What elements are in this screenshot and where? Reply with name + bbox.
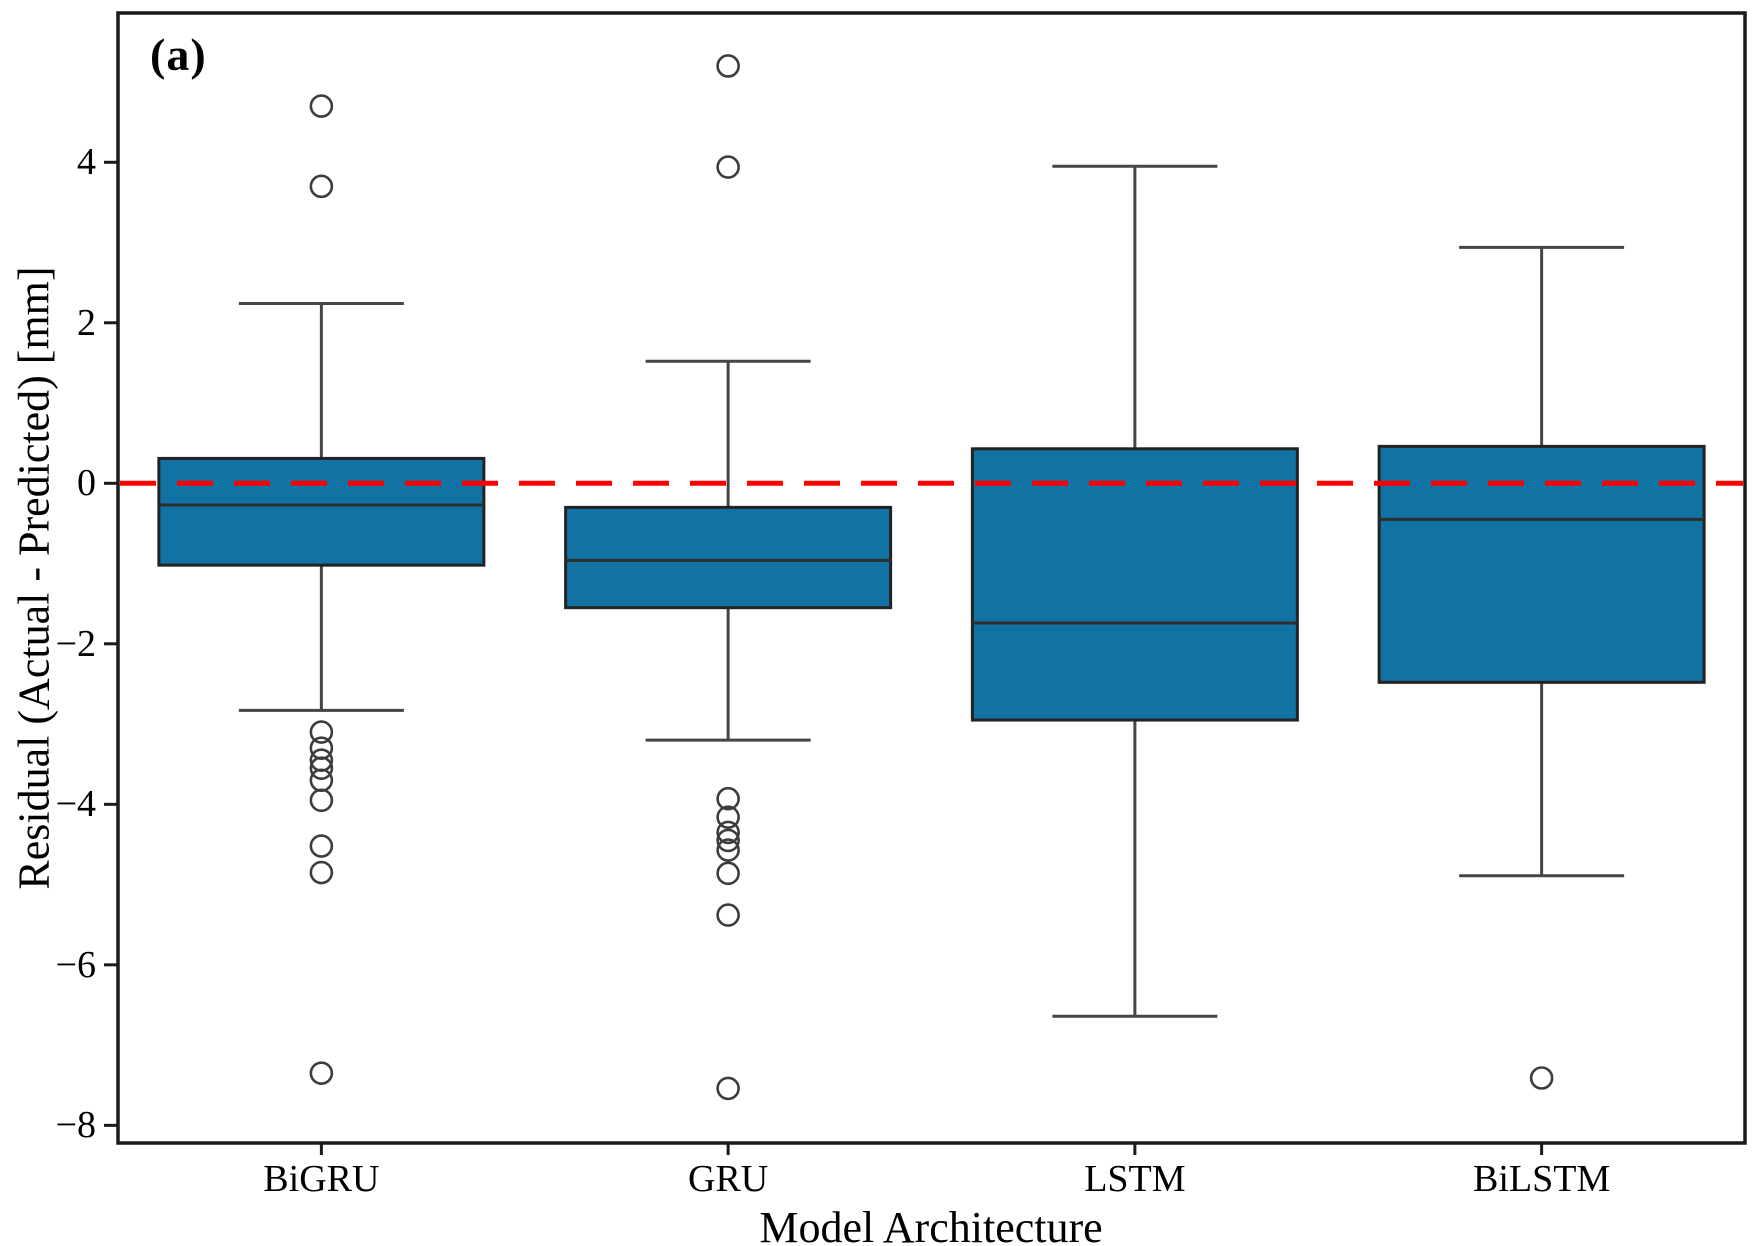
outlier-BiGRU-3 (309, 736, 334, 760)
outlier-BiGRU-6 (309, 768, 334, 793)
outlier-BiGRU-8 (309, 834, 334, 858)
outlier-BiGRU-10 (309, 1061, 334, 1085)
outlier-GRU-4 (716, 820, 740, 845)
outlier-GRU-1 (716, 155, 740, 179)
outlier-BiGRU-0 (309, 94, 334, 118)
outlier-GRU-6 (716, 838, 740, 862)
y-tick-label: 0 (77, 462, 96, 505)
x-tick-label-GRU: GRU (688, 1158, 769, 1200)
outlier-BiGRU-9 (309, 860, 334, 885)
box-GRU (564, 505, 893, 610)
plot-frame (116, 11, 1747, 1145)
y-tick-label: −4 (55, 783, 96, 826)
outlier-BiGRU-5 (309, 756, 334, 781)
y-tick-label: −2 (55, 622, 96, 665)
y-tick-label: 4 (77, 141, 96, 184)
panel-label: (a) (150, 29, 207, 80)
outlier-BiGRU-1 (309, 174, 334, 199)
box-BiGRU (157, 456, 486, 567)
outlier-BiGRU-7 (309, 788, 334, 813)
y-tick-label: 2 (77, 301, 96, 344)
outlier-BiLSTM-0 (1529, 1066, 1554, 1090)
x-tick-label-LSTM: LSTM (1084, 1158, 1186, 1200)
outlier-GRU-3 (716, 805, 740, 829)
y-tick-label: −8 (55, 1104, 96, 1147)
x-tick-label-BiGRU: BiGRU (263, 1158, 380, 1200)
outlier-BiGRU-2 (309, 720, 334, 744)
box-BiLSTM (1377, 444, 1706, 684)
x-tick-label-BiLSTM: BiLSTM (1473, 1158, 1611, 1200)
x-axis-label: Model Architecture (759, 1203, 1103, 1246)
outlier-GRU-9 (716, 1076, 740, 1101)
outlier-GRU-7 (716, 861, 740, 886)
outlier-GRU-2 (716, 786, 740, 811)
box-LSTM (970, 447, 1299, 722)
outlier-GRU-8 (716, 903, 740, 927)
y-tick-label: −6 (55, 943, 96, 986)
outlier-GRU-5 (716, 828, 740, 853)
outlier-GRU-0 (716, 54, 740, 78)
